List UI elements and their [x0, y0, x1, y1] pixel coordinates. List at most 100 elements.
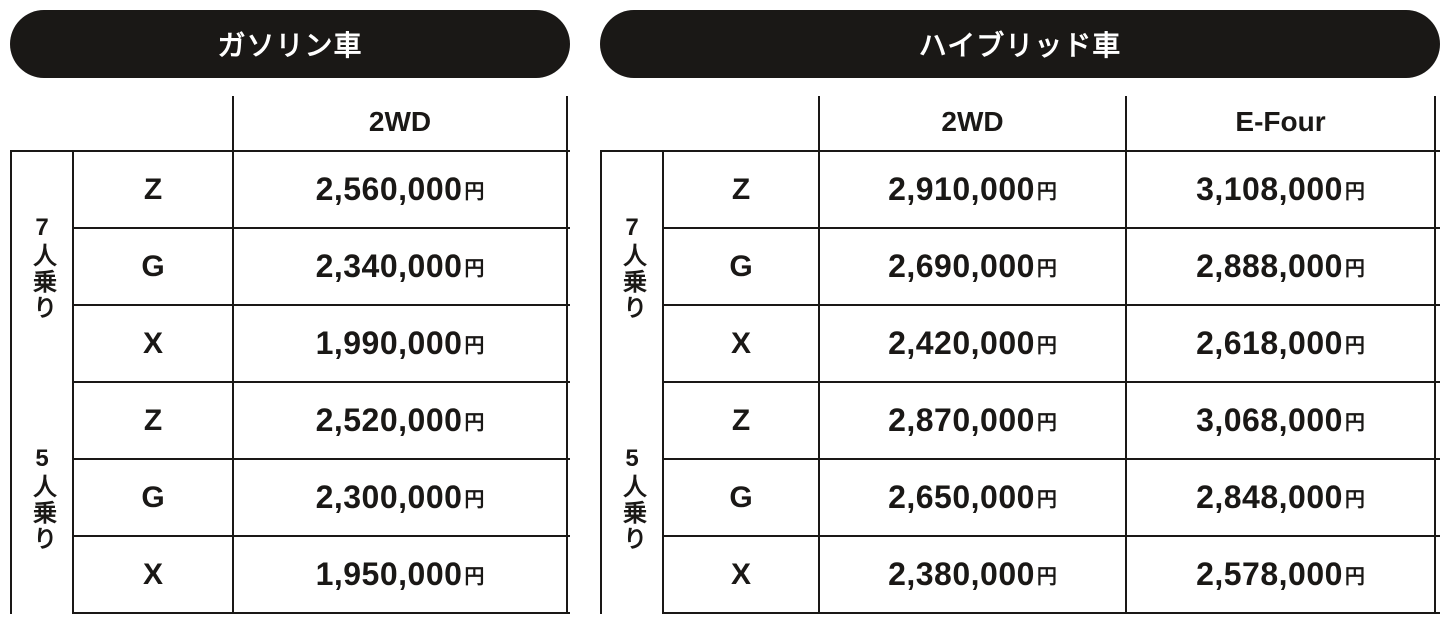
- price-cell: 1,950,000円: [232, 537, 568, 612]
- yen-suffix: 円: [464, 560, 484, 589]
- grade-cell: X: [74, 306, 232, 381]
- table-row: G 2,340,000円: [72, 229, 570, 306]
- column-header-spacer: [10, 96, 232, 150]
- table-row: Z 2,560,000円: [72, 152, 570, 229]
- price-value: 1,950,000: [316, 556, 463, 593]
- hybrid-column-headers: 2WD E-Four: [600, 96, 1440, 150]
- price-value: 2,560,000: [316, 171, 463, 208]
- table-row: G 2,650,000円 2,848,000円: [662, 460, 1440, 537]
- grade-rows: Z 2,870,000円 3,068,000円 G 2,650,000円: [662, 383, 1440, 614]
- yen-suffix: 円: [1037, 406, 1057, 435]
- table-row: G 2,300,000円: [72, 460, 570, 537]
- yen-suffix: 円: [1037, 329, 1057, 358]
- rowgroup-label-text: 5人乗り: [615, 445, 650, 552]
- price-value: 2,848,000: [1196, 479, 1343, 516]
- yen-suffix: 円: [1037, 175, 1057, 204]
- price-cell: 2,340,000円: [232, 229, 568, 304]
- price-value: 2,618,000: [1196, 325, 1343, 362]
- yen-suffix: 円: [464, 175, 484, 204]
- price-cell: 2,618,000円: [1127, 306, 1436, 381]
- rowgroup-5seat: 5人乗り Z 2,870,000円 3,068,000円: [600, 383, 1440, 614]
- price-cell: 2,650,000円: [818, 460, 1127, 535]
- table-row: G 2,690,000円 2,888,000円: [662, 229, 1440, 306]
- grade-cell: Z: [664, 383, 818, 458]
- yen-suffix: 円: [464, 252, 484, 281]
- price-cell: 3,068,000円: [1127, 383, 1436, 458]
- grade-cell: Z: [74, 383, 232, 458]
- rowgroup-7seat: 7人乗り Z 2,560,000円 G 2,340,000円: [10, 152, 570, 383]
- gasoline-header-pill: ガソリン車: [10, 10, 570, 78]
- yen-suffix: 円: [1345, 483, 1365, 512]
- rowgroup-label-5seat: 5人乗り: [600, 383, 662, 614]
- yen-suffix: 円: [464, 406, 484, 435]
- yen-suffix: 円: [1037, 252, 1057, 281]
- yen-suffix: 円: [1037, 483, 1057, 512]
- grade-cell: X: [664, 537, 818, 612]
- yen-suffix: 円: [464, 329, 484, 358]
- price-value: 3,108,000: [1196, 171, 1343, 208]
- grade-cell: Z: [74, 152, 232, 227]
- price-value: 3,068,000: [1196, 402, 1343, 439]
- table-row: Z 2,910,000円 3,108,000円: [662, 152, 1440, 229]
- rowgroup-label-text: 7人乗り: [25, 214, 60, 321]
- price-value: 2,690,000: [888, 248, 1035, 285]
- table-row: X 1,950,000円: [72, 537, 570, 614]
- rowgroup-label-7seat: 7人乗り: [600, 152, 662, 383]
- price-cell: 2,690,000円: [818, 229, 1127, 304]
- grade-cell: G: [74, 229, 232, 304]
- yen-suffix: 円: [1345, 329, 1365, 358]
- table-row: X 1,990,000円: [72, 306, 570, 383]
- rowgroup-label-text: 5人乗り: [25, 445, 60, 552]
- grade-rows: Z 2,910,000円 3,108,000円 G 2,690,000円: [662, 152, 1440, 383]
- price-cell: 3,108,000円: [1127, 152, 1436, 227]
- yen-suffix: 円: [1037, 560, 1057, 589]
- column-header-2wd: 2WD: [818, 96, 1127, 150]
- gasoline-body: 7人乗り Z 2,560,000円 G 2,340,000円: [10, 150, 570, 614]
- price-cell: 2,300,000円: [232, 460, 568, 535]
- price-value: 2,578,000: [1196, 556, 1343, 593]
- rowgroup-label-7seat: 7人乗り: [10, 152, 72, 383]
- hybrid-body: 7人乗り Z 2,910,000円 3,108,000円: [600, 150, 1440, 614]
- gasoline-table: ガソリン車 2WD 7人乗り Z 2,560,000円: [10, 10, 570, 614]
- price-value: 2,888,000: [1196, 248, 1343, 285]
- price-cell: 1,990,000円: [232, 306, 568, 381]
- column-header-2wd: 2WD: [232, 96, 568, 150]
- price-value: 2,650,000: [888, 479, 1035, 516]
- rowgroup-5seat: 5人乗り Z 2,520,000円 G 2,300,000円: [10, 383, 570, 614]
- row-groups: 7人乗り Z 2,910,000円 3,108,000円: [600, 152, 1440, 614]
- price-value: 2,340,000: [316, 248, 463, 285]
- grade-cell: G: [664, 229, 818, 304]
- price-cell: 2,520,000円: [232, 383, 568, 458]
- price-value: 2,910,000: [888, 171, 1035, 208]
- grade-cell: G: [664, 460, 818, 535]
- grade-cell: Z: [664, 152, 818, 227]
- grade-rows: Z 2,520,000円 G 2,300,000円 X: [72, 383, 570, 614]
- table-row: Z 2,870,000円 3,068,000円: [662, 383, 1440, 460]
- yen-suffix: 円: [1345, 560, 1365, 589]
- yen-suffix: 円: [1345, 175, 1365, 204]
- price-value: 2,870,000: [888, 402, 1035, 439]
- price-value: 2,380,000: [888, 556, 1035, 593]
- pricing-tables-container: ガソリン車 2WD 7人乗り Z 2,560,000円: [10, 10, 1444, 614]
- price-cell: 2,578,000円: [1127, 537, 1436, 612]
- rowgroup-label-5seat: 5人乗り: [10, 383, 72, 614]
- grade-cell: X: [664, 306, 818, 381]
- yen-suffix: 円: [464, 483, 484, 512]
- row-groups: 7人乗り Z 2,560,000円 G 2,340,000円: [10, 152, 570, 614]
- yen-suffix: 円: [1345, 406, 1365, 435]
- price-value: 2,420,000: [888, 325, 1035, 362]
- price-value: 2,520,000: [316, 402, 463, 439]
- price-cell: 2,420,000円: [818, 306, 1127, 381]
- price-cell: 2,380,000円: [818, 537, 1127, 612]
- hybrid-header-pill: ハイブリッド車: [600, 10, 1440, 78]
- gasoline-column-headers: 2WD: [10, 96, 570, 150]
- grade-rows: Z 2,560,000円 G 2,340,000円 X: [72, 152, 570, 383]
- rowgroup-label-text: 7人乗り: [615, 214, 650, 321]
- yen-suffix: 円: [1345, 252, 1365, 281]
- table-row: Z 2,520,000円: [72, 383, 570, 460]
- price-value: 1,990,000: [316, 325, 463, 362]
- table-row: X 2,380,000円 2,578,000円: [662, 537, 1440, 614]
- price-value: 2,300,000: [316, 479, 463, 516]
- price-cell: 2,848,000円: [1127, 460, 1436, 535]
- price-cell: 2,560,000円: [232, 152, 568, 227]
